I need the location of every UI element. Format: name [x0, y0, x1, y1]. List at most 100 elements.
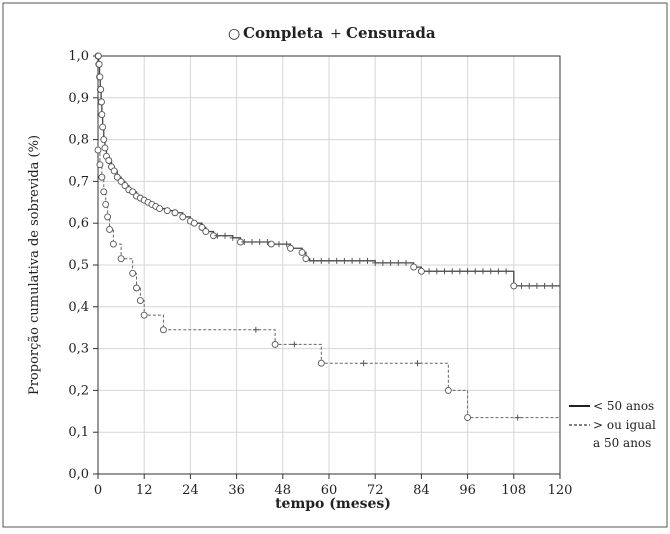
censored-marker [372, 259, 379, 266]
y-tick-label: 0,8 [68, 133, 89, 148]
censored-marker [252, 326, 259, 333]
event-marker [117, 177, 125, 185]
event-marker [98, 98, 105, 106]
event-marker [190, 219, 198, 227]
censored-marker [214, 232, 221, 239]
event-marker [94, 146, 102, 154]
y-tick-label: 0,3 [68, 342, 89, 357]
censored-marker [256, 239, 263, 246]
censored-marker [387, 259, 394, 266]
event-marker [156, 205, 164, 213]
censored-marker [356, 257, 363, 264]
legend-censored-label: Censurada [346, 24, 436, 42]
event-marker [198, 223, 206, 231]
x-tick-label: 96 [459, 483, 476, 498]
y-tick-label: 0,6 [68, 216, 89, 231]
event-marker [106, 226, 114, 233]
censored-marker [264, 239, 271, 246]
y-tick-label: 0,9 [68, 91, 89, 106]
x-tick-label: 0 [94, 483, 102, 498]
x-axis-label: tempo (meses) [275, 496, 391, 512]
censored-marker [310, 257, 317, 264]
event-marker [140, 311, 148, 319]
censored-marker [533, 282, 540, 289]
event-marker [102, 200, 110, 208]
x-tick-label: 84 [413, 483, 430, 498]
series-legend: < 50 anos > ou igual a 50 anos [569, 399, 656, 450]
event-marker [110, 167, 118, 175]
censored-marker [360, 360, 367, 367]
event-marker [171, 209, 179, 217]
censored-marker [414, 360, 421, 367]
event-marker [94, 52, 102, 60]
event-marker [117, 255, 125, 263]
series-1 [94, 146, 560, 422]
x-tick-label: 12 [136, 483, 153, 498]
top-legend: ○ Completa + Censurada [228, 24, 436, 42]
censored-marker [549, 282, 556, 289]
event-marker [267, 240, 275, 248]
x-tick-label: 48 [275, 483, 292, 498]
event-marker [410, 263, 418, 271]
event-marker [109, 240, 117, 248]
legend-complete-symbol: ○ [228, 26, 240, 42]
legend-over-50-label-line1: > ou igual [593, 418, 656, 432]
event-marker [163, 207, 171, 215]
event-marker [298, 249, 306, 256]
event-marker [95, 60, 103, 68]
event-marker [97, 85, 105, 93]
y-tick-label: 0,4 [68, 300, 89, 315]
censored-marker [518, 282, 525, 289]
censored-marker [379, 259, 386, 266]
censored-marker [426, 268, 433, 275]
event-marker [133, 284, 140, 292]
event-marker [121, 182, 129, 190]
event-marker [96, 73, 104, 81]
censored-marker [456, 268, 463, 275]
x-tick-label: 108 [501, 483, 526, 498]
event-marker [444, 386, 452, 394]
y-tick-label: 0,1 [68, 425, 89, 440]
censored-marker [526, 282, 533, 289]
legend-under-50-label: < 50 anos [593, 399, 654, 413]
axis-ticks: 0 12 24 36 48 60 72 84 96 108 120 0,0 0,1 0,2 0,3 0,4 0,… [68, 49, 572, 498]
censored-marker [249, 239, 255, 246]
censored-marker [229, 234, 236, 241]
censored-marker [349, 257, 356, 264]
event-marker [98, 111, 106, 118]
censored-marker [395, 259, 402, 266]
event-marker [96, 161, 104, 169]
censored-marker [472, 268, 479, 275]
x-tick-label: 24 [182, 483, 199, 498]
event-marker [100, 188, 108, 196]
censored-marker [318, 257, 325, 264]
censored-marker [541, 282, 548, 289]
event-marker [510, 282, 518, 290]
censored-marker [495, 268, 502, 275]
event-marker [98, 173, 106, 181]
censored-marker [364, 257, 371, 264]
x-tick-label: 120 [548, 483, 573, 498]
event-marker [417, 267, 425, 275]
event-marker [104, 213, 112, 221]
legend-complete-label: Completa [243, 24, 323, 42]
y-tick-label: 0,2 [68, 383, 89, 398]
x-tick-label: 72 [367, 483, 384, 498]
y-tick-label: 0,7 [68, 174, 89, 189]
event-marker [105, 157, 113, 164]
censored-marker [403, 259, 409, 266]
legend-over-50-label-line2: a 50 anos [593, 436, 651, 450]
event-marker [113, 173, 121, 181]
censored-marker [333, 257, 340, 264]
y-tick-label: 0,5 [68, 258, 89, 273]
event-marker [136, 297, 144, 304]
censored-marker [503, 268, 510, 275]
censored-marker [464, 268, 471, 275]
censored-marker [291, 341, 298, 348]
censored-marker [283, 241, 290, 248]
event-marker [271, 340, 279, 348]
x-tick-label: 60 [321, 483, 338, 498]
censored-marker [480, 268, 486, 275]
